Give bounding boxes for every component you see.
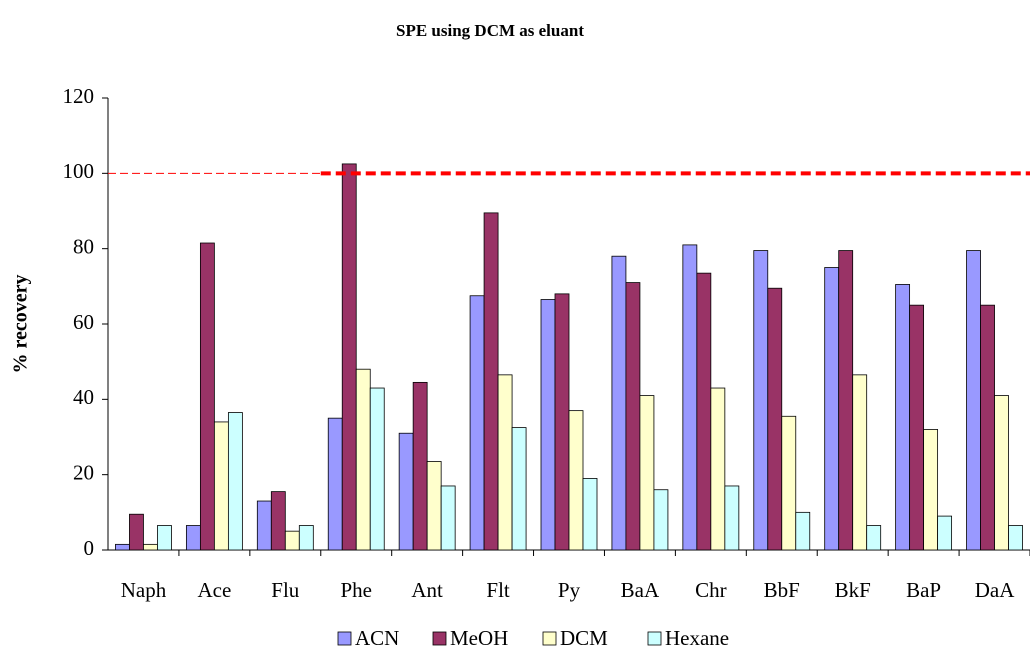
y-tick-label: 80: [73, 234, 94, 258]
bar: [682, 244, 698, 551]
bar: [824, 267, 840, 551]
legend-swatch: [647, 631, 662, 646]
bar: [298, 525, 314, 551]
legend-label: MeOH: [450, 626, 508, 650]
legend-swatch: [542, 631, 557, 646]
bar: [540, 299, 556, 551]
bar: [554, 293, 570, 551]
bar: [213, 421, 229, 551]
bar: [611, 255, 627, 551]
bar: [341, 163, 357, 551]
x-tick-label: Flu: [271, 578, 300, 602]
bar: [440, 485, 456, 551]
x-tick-label: Phe: [340, 578, 372, 602]
x-tick-label: DaA: [975, 578, 1015, 602]
bar: [398, 432, 414, 551]
bar: [199, 242, 215, 551]
x-tick-label: BaA: [621, 578, 660, 602]
y-tick-label: 60: [73, 310, 94, 334]
bar: [256, 500, 272, 551]
bar: [185, 525, 201, 551]
bar: [483, 212, 499, 551]
x-tick-label: Chr: [695, 578, 727, 602]
bar: [696, 272, 712, 551]
bar: [157, 525, 172, 551]
x-tick-label: Naph: [121, 578, 167, 602]
x-tick-label: Flt: [486, 578, 510, 602]
bar: [284, 530, 300, 551]
bar: [412, 381, 428, 551]
bar: [724, 485, 740, 551]
bar: [767, 287, 783, 551]
legend-label: ACN: [355, 626, 399, 650]
bar: [227, 412, 243, 551]
chart-title: SPE using DCM as eluant: [396, 21, 584, 40]
bar: [639, 395, 655, 551]
bar: [327, 417, 343, 551]
bar: [781, 415, 797, 551]
bar: [895, 284, 911, 551]
bar: [866, 525, 882, 551]
x-tick-label: BbF: [764, 578, 800, 602]
y-tick-label: 0: [84, 536, 95, 560]
bar: [469, 295, 485, 551]
bar: [270, 491, 286, 551]
bar: [795, 511, 811, 551]
bar: [625, 282, 641, 551]
bar: [369, 387, 385, 551]
bar: [838, 250, 854, 551]
bar: [852, 374, 868, 551]
bar: [568, 410, 584, 551]
y-axis-label: % recovery: [10, 274, 32, 373]
bar: [1008, 525, 1023, 551]
bar: [355, 368, 371, 551]
y-tick-label: 20: [73, 460, 94, 484]
y-tick-label: 100: [63, 159, 95, 183]
x-tick-label: Ace: [197, 578, 231, 602]
bar: [994, 395, 1009, 551]
legend-label: Hexane: [665, 626, 729, 650]
bar: [980, 304, 995, 551]
bar: [937, 515, 953, 551]
bar: [710, 387, 726, 551]
bar: [923, 429, 939, 551]
x-tick-label: Ant: [411, 578, 443, 602]
bar: [497, 374, 513, 551]
legend-swatch: [432, 631, 447, 646]
legend-swatch: [337, 631, 352, 646]
x-tick-label: BaP: [906, 578, 941, 602]
y-tick-label: 120: [63, 84, 95, 108]
bar: [143, 543, 158, 551]
bar: [753, 250, 769, 551]
bar: [426, 461, 442, 551]
bar: [966, 250, 981, 551]
bar: [653, 489, 669, 551]
bar: [511, 427, 527, 551]
y-tick-label: 40: [73, 385, 94, 409]
bar: [115, 543, 130, 551]
legend-label: DCM: [560, 626, 608, 650]
bar: [582, 478, 598, 551]
x-tick-label: Py: [558, 578, 581, 602]
bar: [129, 513, 144, 551]
x-tick-label: BkF: [835, 578, 871, 602]
bar: [909, 304, 925, 551]
